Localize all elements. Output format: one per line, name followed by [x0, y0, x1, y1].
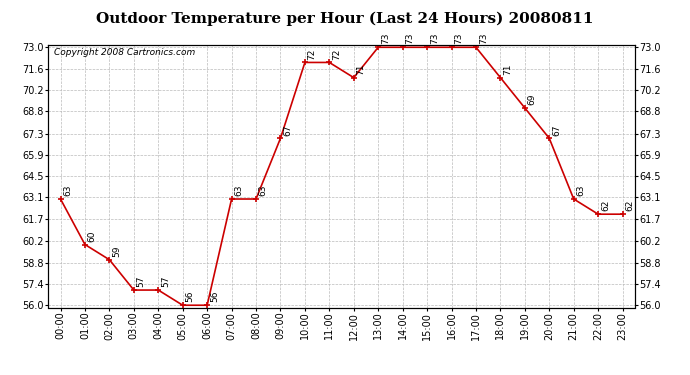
Text: 62: 62 [625, 200, 634, 211]
Text: 72: 72 [332, 48, 341, 60]
Text: 73: 73 [454, 33, 463, 45]
Text: 72: 72 [308, 48, 317, 60]
Text: 67: 67 [552, 124, 561, 135]
Text: 73: 73 [381, 33, 390, 45]
Text: 69: 69 [528, 94, 537, 105]
Text: 57: 57 [161, 276, 170, 287]
Text: 59: 59 [112, 245, 121, 257]
Text: Outdoor Temperature per Hour (Last 24 Hours) 20080811: Outdoor Temperature per Hour (Last 24 Ho… [96, 11, 594, 26]
Text: 62: 62 [601, 200, 610, 211]
Text: 63: 63 [576, 185, 586, 196]
Text: 71: 71 [503, 63, 512, 75]
Text: 71: 71 [357, 63, 366, 75]
Text: 73: 73 [406, 33, 415, 45]
Text: Copyright 2008 Cartronics.com: Copyright 2008 Cartronics.com [55, 48, 195, 57]
Text: 67: 67 [283, 124, 293, 135]
Text: 56: 56 [186, 291, 195, 303]
Text: 60: 60 [88, 230, 97, 242]
Text: 73: 73 [430, 33, 439, 45]
Text: 63: 63 [63, 185, 72, 196]
Text: 63: 63 [235, 185, 244, 196]
Text: 56: 56 [210, 291, 219, 303]
Text: 57: 57 [137, 276, 146, 287]
Text: 73: 73 [479, 33, 488, 45]
Text: 63: 63 [259, 185, 268, 196]
